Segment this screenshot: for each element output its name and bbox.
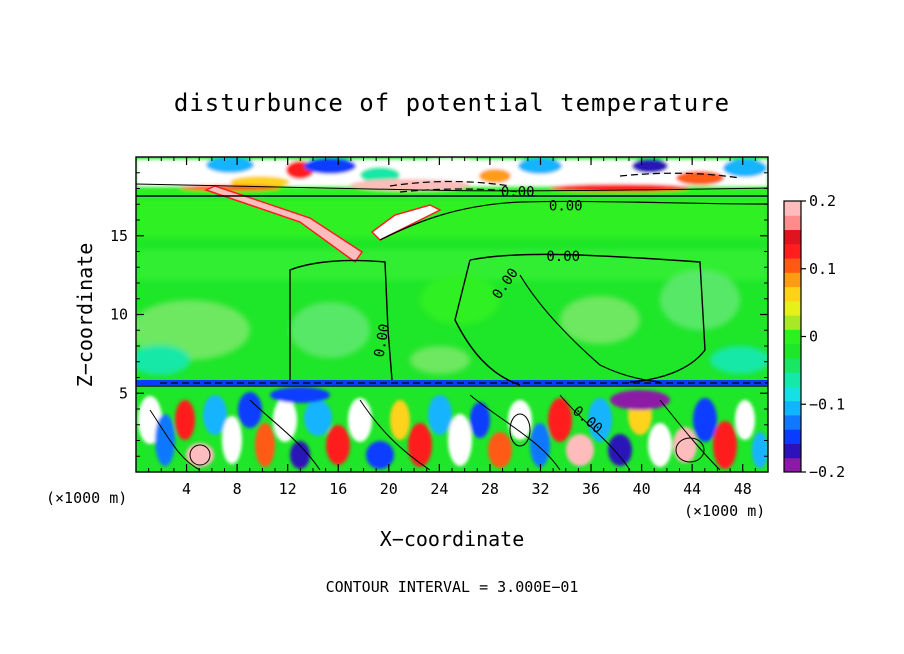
contour-label: 0.00 <box>546 249 580 265</box>
x-axis: 4 8 12 16 20 24 28 32 36 40 44 48 <box>148 157 756 498</box>
x-tick-label: 44 <box>683 480 701 498</box>
x-unit-label-right: (×1000 m) <box>684 502 765 520</box>
colorbar-swatch <box>784 372 801 387</box>
colorbar-swatch <box>784 400 801 416</box>
x-tick-label: 8 <box>233 480 242 498</box>
x-unit-label-left: (×1000 m) <box>46 489 127 507</box>
y-tick-label: 10 <box>110 306 128 324</box>
y-tick-label: 5 <box>119 384 128 402</box>
x-tick-label: 32 <box>531 480 549 498</box>
x-tick-label: 4 <box>182 480 191 498</box>
colorbar-tick-label: −0.1 <box>809 395 845 413</box>
colorbar-swatch <box>784 243 801 259</box>
contour-labels: 0.000.000.000.000.000.00 <box>372 184 606 437</box>
x-tick-label: 28 <box>481 480 499 498</box>
y-tick-label: 15 <box>110 227 128 245</box>
lower-layer <box>136 380 768 472</box>
colorbar-swatch <box>784 457 801 473</box>
y-axis-label: Z−coordinate <box>73 243 97 388</box>
colorbar: 0.2 0.1 0 −0.1 −0.2 <box>783 192 845 481</box>
colorbar-swatch <box>784 329 801 345</box>
colorbar-swatch <box>784 272 801 288</box>
colorbar-swatch <box>784 286 801 302</box>
x-tick-label: 20 <box>380 480 398 498</box>
colorbar-swatch <box>784 414 801 430</box>
plot-area: 0.000.000.000.000.000.00 <box>136 157 768 472</box>
contour-label: 0.00 <box>372 323 394 359</box>
colorbar-swatch <box>784 357 801 373</box>
colorbar-swatch <box>784 215 801 231</box>
dashed-contours <box>160 172 768 384</box>
colorbar-swatch <box>784 201 801 216</box>
contour-label: 0.00 <box>501 184 535 200</box>
x-tick-label: 24 <box>430 480 448 498</box>
colorbar-swatch <box>784 429 801 444</box>
x-axis-label: X−coordinate <box>380 527 525 551</box>
colorbar-swatch <box>784 258 801 273</box>
colorbar-tick-label: 0.1 <box>809 260 836 278</box>
contour-label: 0.00 <box>549 199 583 215</box>
chart-title: disturbunce of potential temperature <box>174 89 730 117</box>
colorbar-tick-label: −0.2 <box>809 463 845 481</box>
x-tick-label: 48 <box>734 480 752 498</box>
x-tick-label: 36 <box>582 480 600 498</box>
contour-interval-text: CONTOUR INTERVAL = 3.000E−01 <box>326 578 579 596</box>
colorbar-swatch <box>784 300 801 316</box>
colorbar-swatch <box>784 343 801 359</box>
x-tick-label: 40 <box>633 480 651 498</box>
x-tick-label: 16 <box>329 480 347 498</box>
x-tick-label: 12 <box>279 480 297 498</box>
y-axis: 5 10 15 <box>110 172 768 457</box>
colorbar-swatch <box>784 229 801 245</box>
contour-lines <box>136 183 768 471</box>
colorbar-tick-label: 0 <box>809 328 818 346</box>
upper-band <box>136 157 768 197</box>
colorbar-tick-label: 0.2 <box>809 192 836 210</box>
middle-band <box>136 198 768 375</box>
colorbar-swatch <box>784 386 801 402</box>
colorbar-swatch <box>784 315 801 330</box>
colorbar-swatch <box>784 443 801 459</box>
